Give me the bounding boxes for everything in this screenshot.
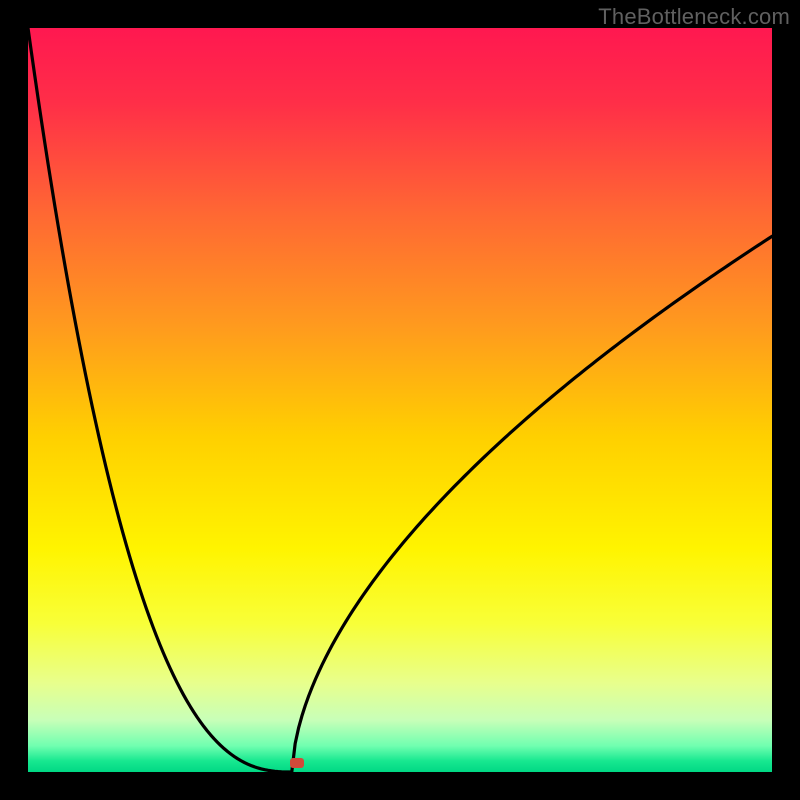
bottleneck-curve [28,28,772,772]
chart-frame: TheBottleneck.com [0,0,800,800]
minimum-marker [290,758,304,768]
watermark-text: TheBottleneck.com [598,4,790,30]
curve-path [28,28,772,772]
plot-area [28,28,772,772]
